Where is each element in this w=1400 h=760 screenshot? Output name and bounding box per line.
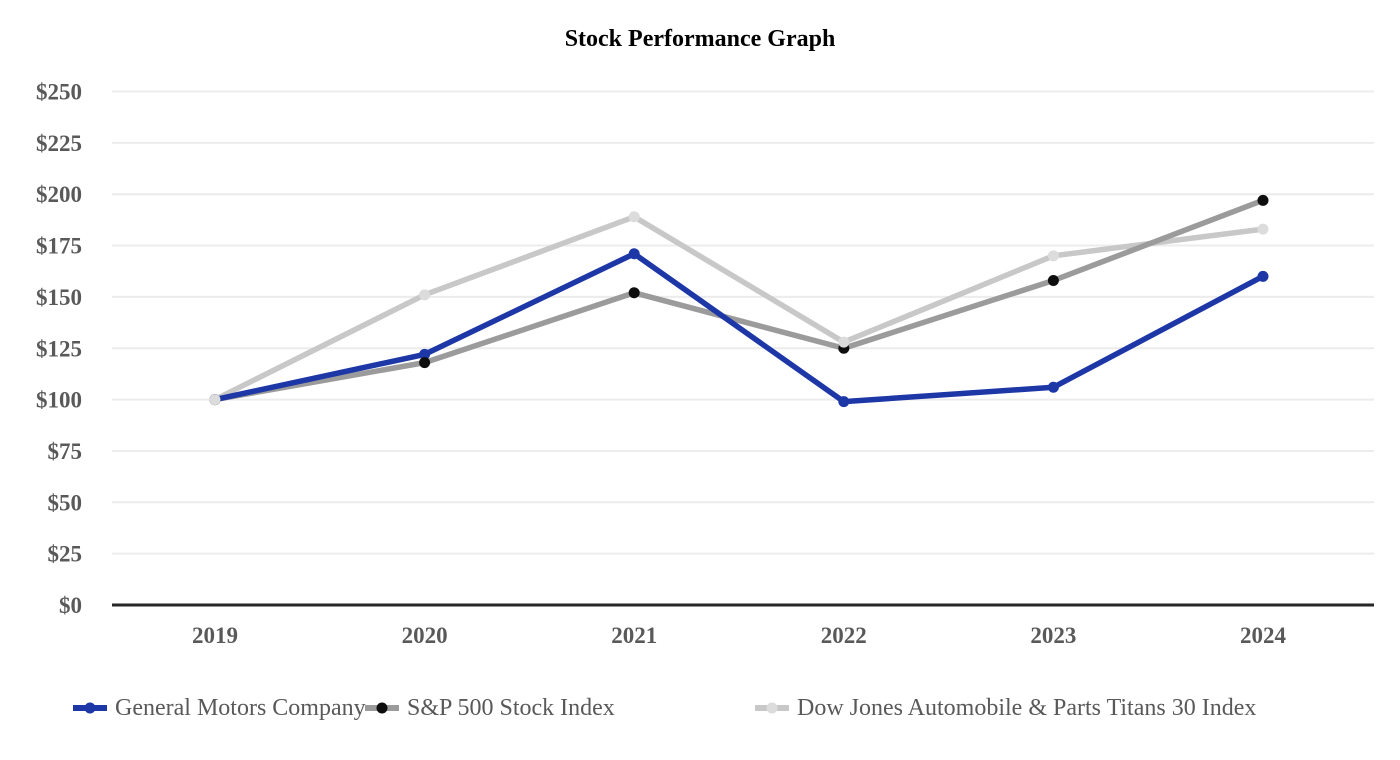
series-0-point-2022 bbox=[838, 396, 850, 408]
series-2-point-2020 bbox=[419, 289, 431, 301]
legend-marker-dot bbox=[766, 702, 778, 714]
x-tick-label-2020: 2020 bbox=[402, 623, 448, 648]
series-0-point-2020 bbox=[419, 348, 431, 360]
y-tick-label-100: $100 bbox=[36, 388, 82, 413]
legend-marker-dot bbox=[376, 702, 388, 714]
series-line-0 bbox=[212, 251, 1266, 405]
legend-label-sp500: S&P 500 Stock Index bbox=[407, 694, 615, 721]
y-tick-label-0: $0 bbox=[59, 593, 82, 618]
legend-label-general-motors: General Motors Company bbox=[115, 694, 366, 721]
series-2-point-2024 bbox=[1257, 223, 1269, 235]
legend-item-dow-jones: Dow Jones Automobile & Parts Titans 30 I… bbox=[755, 690, 1256, 726]
legend-item-general-motors: General Motors Company bbox=[73, 690, 366, 726]
x-tick-label-2024: 2024 bbox=[1240, 623, 1287, 648]
legend-marker-dow-jones bbox=[755, 702, 789, 714]
series-0-point-2024 bbox=[1257, 270, 1269, 282]
x-tick-label-2019: 2019 bbox=[192, 623, 238, 648]
y-tick-label-150: $150 bbox=[36, 285, 82, 310]
legend-item-sp500: S&P 500 Stock Index bbox=[365, 690, 615, 726]
y-tick-label-125: $125 bbox=[36, 336, 82, 361]
legend-label-dow-jones: Dow Jones Automobile & Parts Titans 30 I… bbox=[797, 694, 1257, 721]
legend-marker-dot bbox=[84, 702, 96, 714]
series-1-point-2023 bbox=[1047, 274, 1059, 286]
series-line-2 bbox=[212, 214, 1266, 403]
chart-title: Stock Performance Graph bbox=[564, 26, 836, 52]
x-tick-label-2021: 2021 bbox=[611, 623, 657, 648]
y-tick-label-225: $225 bbox=[36, 131, 82, 156]
series-0-point-2023 bbox=[1047, 381, 1059, 393]
series-2-point-2021 bbox=[628, 211, 640, 223]
x-tick-label-2023: 2023 bbox=[1030, 623, 1076, 648]
legend-marker-general-motors bbox=[73, 702, 107, 714]
stock-performance-chart: $0 $25 $50 $75 $100 $125 $150 $175 $200 $225 $250 2… bbox=[36, 80, 1374, 648]
series-2-point-2019 bbox=[209, 394, 221, 406]
legend-marker-sp500 bbox=[365, 702, 399, 714]
series-1-point-2024 bbox=[1257, 194, 1269, 206]
y-tick-label-175: $175 bbox=[36, 234, 82, 259]
series-0-point-2021 bbox=[628, 248, 640, 260]
y-tick-label-200: $200 bbox=[36, 182, 82, 207]
series-1-point-2021 bbox=[628, 287, 640, 299]
y-tick-label-75: $75 bbox=[48, 439, 83, 464]
series-2-point-2023 bbox=[1047, 250, 1059, 262]
series-1-point-2020 bbox=[419, 357, 431, 369]
y-tick-label-250: $250 bbox=[36, 80, 82, 105]
x-tick-label-2022: 2022 bbox=[821, 623, 867, 648]
series-2-point-2022 bbox=[838, 336, 850, 348]
y-tick-label-25: $25 bbox=[48, 542, 83, 567]
chart-legend: General Motors Company S&P 500 Stock Ind… bbox=[0, 690, 1400, 726]
series-line-1 bbox=[212, 197, 1266, 403]
y-tick-label-50: $50 bbox=[48, 490, 83, 515]
